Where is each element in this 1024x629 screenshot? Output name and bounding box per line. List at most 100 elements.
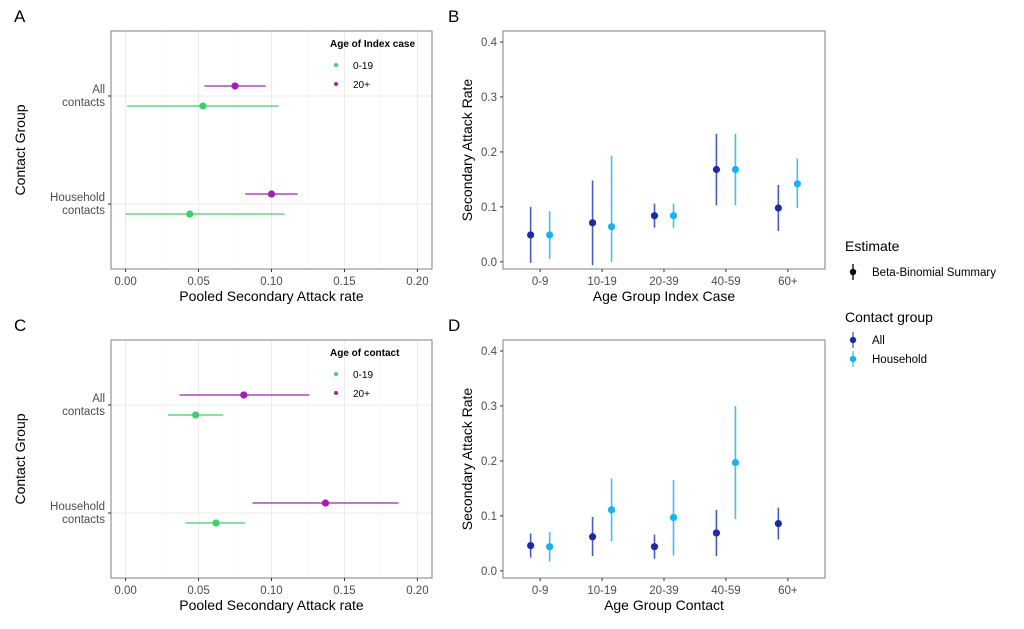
data-point xyxy=(588,219,597,227)
legend-entry-contact: Household xyxy=(872,354,927,366)
x-category-label: 60+ xyxy=(778,276,798,288)
data-point xyxy=(212,519,220,527)
legend-key-dot xyxy=(334,63,338,67)
data-point xyxy=(712,529,721,537)
panel-b: B 0.0 0.1 0.2 0.3 0.4 0-9 10-19 20-39 40-59 60+ Age… xyxy=(448,7,826,304)
data-point xyxy=(607,223,616,231)
y-tick-label: 0.1 xyxy=(481,202,497,214)
legend-key-dot xyxy=(334,82,338,86)
data-point xyxy=(774,519,782,528)
data-point xyxy=(321,499,330,507)
data-point xyxy=(186,210,194,218)
x-tick-label: 0.00 xyxy=(114,585,136,597)
data-point xyxy=(793,180,801,188)
data-point xyxy=(527,541,535,550)
x-tick-label: 0.10 xyxy=(260,585,282,597)
panel-letter: C xyxy=(14,316,26,335)
x-tick-label: 0.10 xyxy=(260,276,282,288)
x-category-label: 60+ xyxy=(778,585,798,597)
data-point xyxy=(731,458,740,467)
data-point xyxy=(712,165,721,174)
x-category-label: 40-59 xyxy=(711,276,740,288)
legend-key-dot xyxy=(334,372,338,376)
x-tick-label: 0.05 xyxy=(187,276,209,288)
y-tick-label: 0.4 xyxy=(481,37,498,49)
legend-entry-label: 0-19 xyxy=(353,61,373,72)
x-category-label: 0-9 xyxy=(532,585,549,597)
legend-title: Age of contact xyxy=(330,348,400,359)
panel-letter: D xyxy=(448,316,460,335)
x-tick-label: 0.20 xyxy=(406,585,428,597)
legend-entry-label: 20+ xyxy=(353,389,370,400)
data-point xyxy=(650,212,659,220)
legend-entry-label: 0-19 xyxy=(353,370,373,381)
legend-title-estimate: Estimate xyxy=(845,238,900,254)
y-tick-label: 0.4 xyxy=(481,346,498,358)
y-category-label-line2: contacts xyxy=(62,406,105,418)
legend-entry-label: 20+ xyxy=(353,80,370,91)
y-tick-label: 0.0 xyxy=(481,566,497,578)
y-axis-title: Contact Group xyxy=(12,413,28,504)
data-point xyxy=(240,391,248,399)
y-axis-title: Secondary Attack Rate xyxy=(459,79,475,222)
y-category-label-line2: contacts xyxy=(62,205,105,217)
x-tick-label: 0.15 xyxy=(333,585,355,597)
y-tick-label: 0.2 xyxy=(481,456,497,468)
data-point xyxy=(546,231,554,239)
x-tick-label: 0.05 xyxy=(187,585,209,597)
legend-key-contact-dot xyxy=(849,336,857,344)
y-tick-label: 0.3 xyxy=(481,401,497,413)
x-category-label: 20-39 xyxy=(649,585,678,597)
x-category-label: 10-19 xyxy=(587,585,616,597)
x-axis-title: Pooled Secondary Attack rate xyxy=(179,288,364,304)
x-category-label: 20-39 xyxy=(649,276,678,288)
y-category-label-line1: Household xyxy=(50,192,105,204)
y-tick-label: 0.0 xyxy=(481,257,497,269)
y-category-label-line1: All xyxy=(92,393,105,405)
legend-entry-estimate: Beta-Binomial Summary xyxy=(872,267,996,279)
data-point xyxy=(192,411,200,419)
y-category-label-line2: contacts xyxy=(62,97,105,109)
legend-title: Age of Index case xyxy=(330,39,415,50)
y-axis-title: Contact Group xyxy=(12,104,28,195)
data-point xyxy=(527,231,535,239)
y-tick-label: 0.3 xyxy=(481,92,497,104)
y-category-label-line1: Household xyxy=(50,501,105,513)
data-point xyxy=(231,82,239,90)
x-tick-label: 0.20 xyxy=(406,276,428,288)
panel-letter: A xyxy=(14,7,26,26)
x-category-label: 10-19 xyxy=(587,276,616,288)
y-tick-label: 0.2 xyxy=(481,147,497,159)
x-tick-label: 0.00 xyxy=(114,276,136,288)
panel-letter: B xyxy=(448,7,459,26)
legend-key-estimate-dot xyxy=(849,268,857,276)
data-point xyxy=(650,543,659,551)
y-category-label-line1: All xyxy=(92,84,105,96)
data-point xyxy=(588,533,597,541)
legend-key-contact-dot xyxy=(849,355,857,363)
shared-legend: Estimate Beta-Binomial Summary Contact gro… xyxy=(845,238,996,367)
panel-c: C0.00 0.05 0.10 0.15 0.20AllcontactsHousehol… xyxy=(12,316,433,613)
data-point xyxy=(607,506,616,514)
data-point xyxy=(199,102,207,110)
legend-title-contact: Contact group xyxy=(845,309,933,325)
x-axis-title: Pooled Secondary Attack rate xyxy=(179,597,364,613)
plot-frame xyxy=(502,339,826,579)
data-point xyxy=(774,204,782,212)
legend-key-dot xyxy=(334,391,338,395)
y-tick-label: 0.1 xyxy=(481,511,497,523)
data-point xyxy=(267,190,276,198)
y-category-label-line2: contacts xyxy=(62,514,105,526)
data-point xyxy=(731,165,740,174)
x-category-label: 40-59 xyxy=(711,585,740,597)
x-axis-title: Age Group Contact xyxy=(604,597,724,613)
data-point xyxy=(669,212,678,220)
data-point xyxy=(669,513,678,522)
y-axis-title: Secondary Attack Rate xyxy=(459,388,475,531)
x-tick-label: 0.15 xyxy=(333,276,355,288)
x-category-label: 0-9 xyxy=(532,276,549,288)
x-axis-title: Age Group Index Case xyxy=(593,288,736,304)
legend-entry-contact: All xyxy=(872,335,885,347)
data-point xyxy=(546,543,554,551)
